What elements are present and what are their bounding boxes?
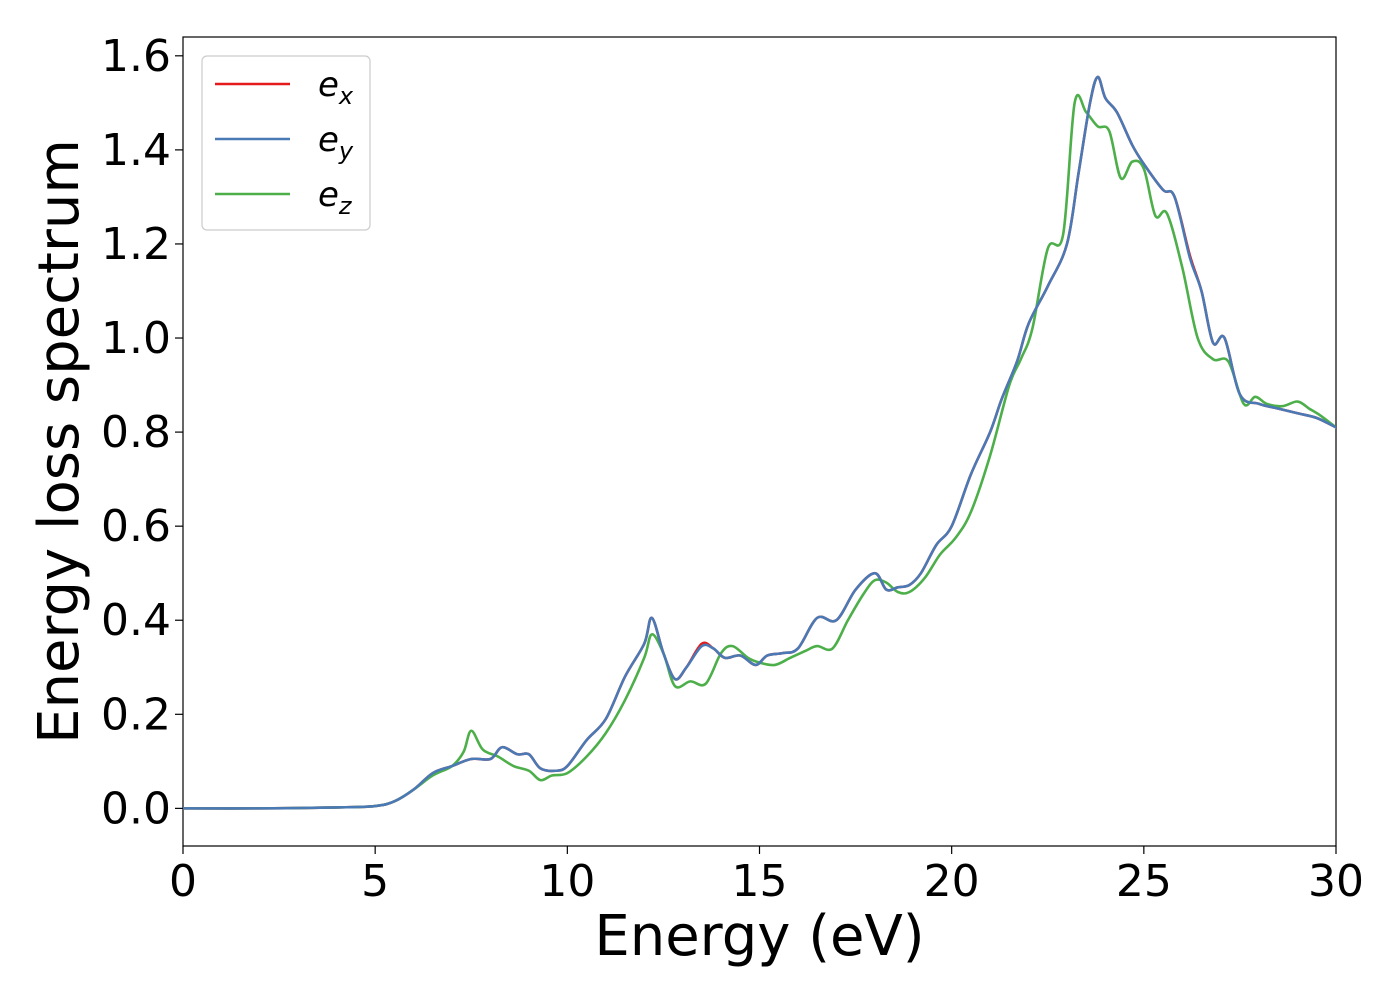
y-tick-label: 0.0 bbox=[101, 783, 171, 834]
series-lines bbox=[183, 75, 1336, 810]
x-tick-label: 0 bbox=[169, 856, 197, 907]
legend-label: e bbox=[318, 175, 339, 215]
x-tick-label: 25 bbox=[1116, 856, 1172, 907]
tick-marks: 0 5 10 15 20 25 30 0.0 0.2 0.4 0.6 0.8 1.0 1.2 1.4 1.6 bbox=[101, 31, 1364, 907]
y-tick-label: 0.2 bbox=[101, 689, 171, 740]
legend-subscript: y bbox=[338, 137, 354, 165]
y-tick-label: 1.0 bbox=[101, 313, 171, 364]
y-tick-label: 0.6 bbox=[101, 501, 171, 552]
x-tick-label: 15 bbox=[732, 856, 788, 907]
x-tick-label: 20 bbox=[924, 856, 980, 907]
y-tick-label: 1.6 bbox=[101, 31, 171, 82]
y-tick-label: 0.4 bbox=[101, 595, 171, 646]
x-axis-label: Energy (eV) bbox=[594, 904, 924, 969]
y-tick-label: 0.8 bbox=[101, 407, 171, 458]
legend-label: e bbox=[318, 65, 339, 105]
legend-subscript: x bbox=[338, 82, 354, 110]
legend-subscript: z bbox=[338, 192, 353, 220]
x-tick-label: 5 bbox=[361, 856, 389, 907]
y-tick-label: 1.4 bbox=[101, 125, 171, 176]
legend-box bbox=[201, 55, 371, 231]
series-line-ey bbox=[183, 75, 1336, 810]
legend-entry-ey: ey bbox=[318, 120, 354, 165]
legend-label: e bbox=[318, 120, 339, 160]
y-axis-label: Energy loss spectrum bbox=[27, 139, 92, 744]
legend-entry-ez: ez bbox=[318, 175, 353, 220]
x-tick-label: 30 bbox=[1308, 856, 1364, 907]
series-line-ez bbox=[183, 93, 1336, 810]
legend-entry-ex: ex bbox=[318, 65, 354, 110]
x-tick-label: 10 bbox=[539, 856, 595, 907]
y-tick-label: 1.2 bbox=[101, 219, 171, 270]
